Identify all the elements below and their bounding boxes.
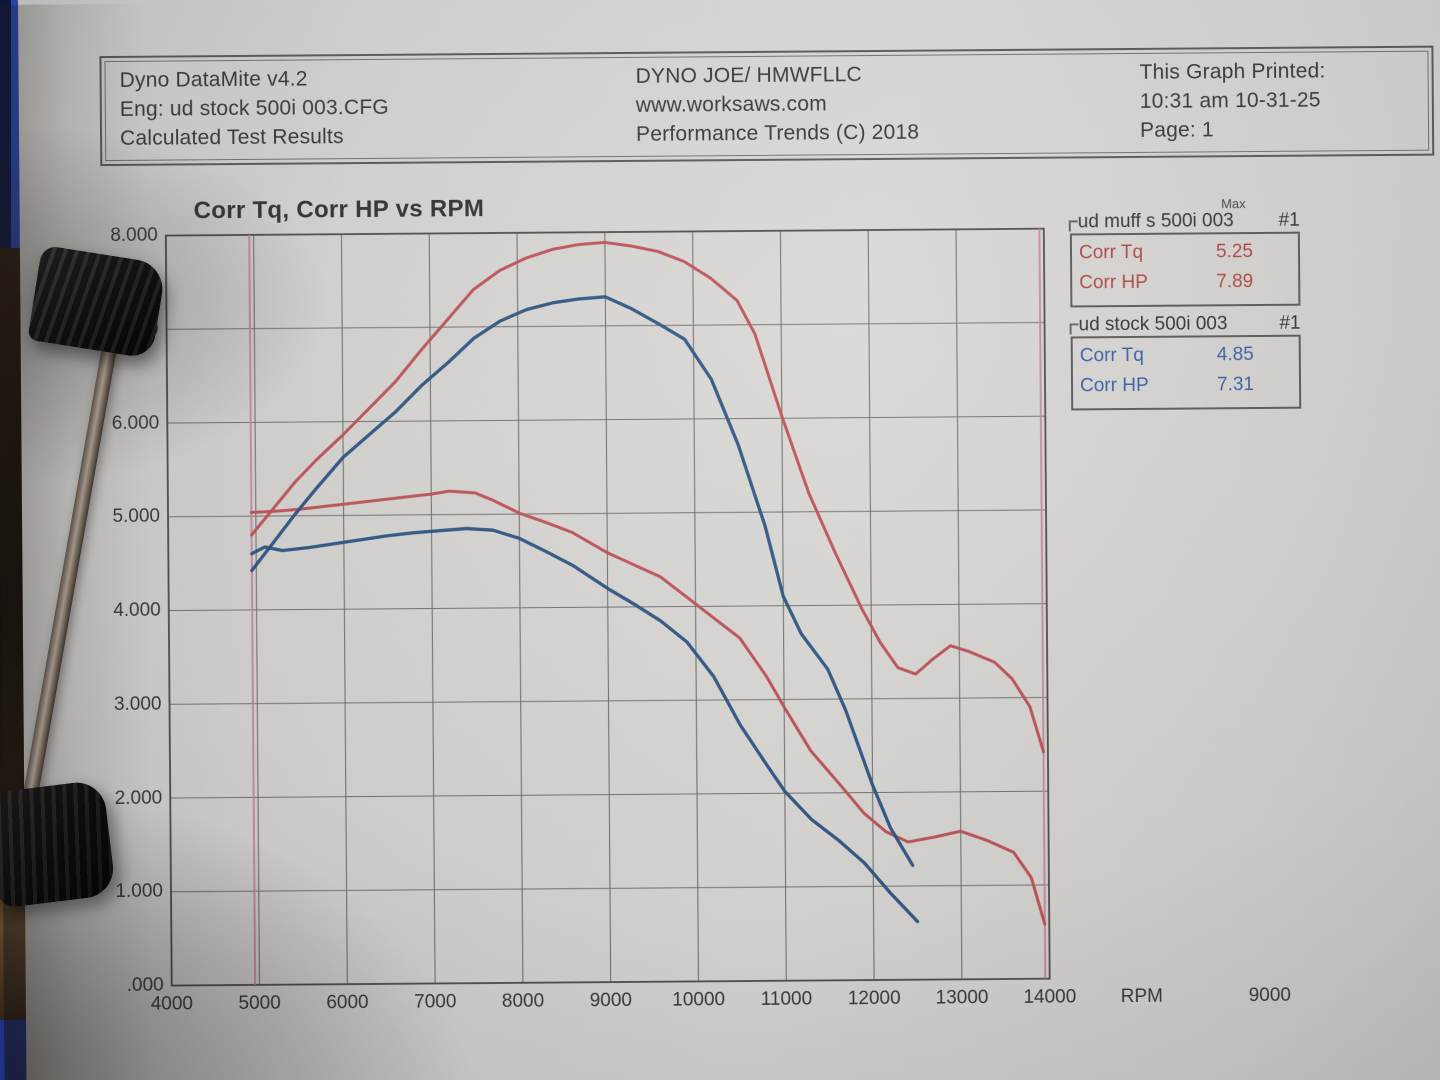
x-tick-label: 9000	[589, 989, 633, 1012]
legend-title-muff: ud muff s 500i 003 #1	[1068, 210, 1300, 234]
y-tick-label: 4.000	[113, 599, 161, 621]
x-tick-label: 14000	[1023, 986, 1077, 1008]
x-tick-label: 11000	[760, 988, 813, 1010]
x-axis-extra-label: RPM	[1120, 985, 1164, 1008]
x-tick-label: 6000	[326, 992, 369, 1014]
legend-corner-tick	[1068, 220, 1078, 232]
corr-tq-max-value: 4.85	[1216, 344, 1254, 366]
legend-box-stock: ud stock 500i 003 #1 Corr Tq 4.85 Corr H…	[1069, 313, 1302, 411]
y-tick-label: 5.000	[112, 505, 161, 528]
y-tick-label: .000	[126, 974, 164, 996]
corr-hp-max-value: 7.31	[1216, 374, 1255, 396]
corr-tq-max-value: 5.25	[1215, 241, 1254, 263]
x-tick-label: 13000	[935, 987, 989, 1009]
legend-row-corr-hp: Corr HP 7.89	[1079, 271, 1254, 294]
x-tick-label: 12000	[847, 987, 901, 1010]
run-number: #1	[1279, 312, 1301, 334]
x-tick-label: 10000	[672, 989, 726, 1011]
clipboard-clamp-top	[27, 244, 167, 360]
x-tick-label: 8000	[501, 990, 545, 1012]
run-number: #1	[1278, 209, 1300, 231]
clipboard-clamp-bottom	[0, 779, 117, 909]
legend-box-muff: Max ud muff s 500i 003 #1 Corr Tq 5.25 C…	[1068, 196, 1301, 308]
x-tick-label: 7000	[414, 991, 457, 1013]
corr-hp-max-value: 7.89	[1216, 271, 1254, 293]
y-tick-label: 8.000	[110, 224, 158, 247]
legend-row-corr-tq: Corr Tq 4.85	[1079, 344, 1254, 367]
y-tick-label: 3.000	[113, 693, 162, 715]
x-axis-extra-label: 9000	[1248, 984, 1292, 1007]
legend-row-corr-tq: Corr Tq 5.25	[1078, 241, 1254, 264]
legend-corner-tick	[1069, 323, 1079, 335]
legend-row-corr-hp: Corr HP 7.31	[1079, 374, 1255, 397]
x-tick-label: 5000	[238, 992, 281, 1015]
legend-max-label: Max	[1220, 196, 1246, 212]
legend-title-stock: ud stock 500i 003 #1	[1069, 313, 1301, 337]
